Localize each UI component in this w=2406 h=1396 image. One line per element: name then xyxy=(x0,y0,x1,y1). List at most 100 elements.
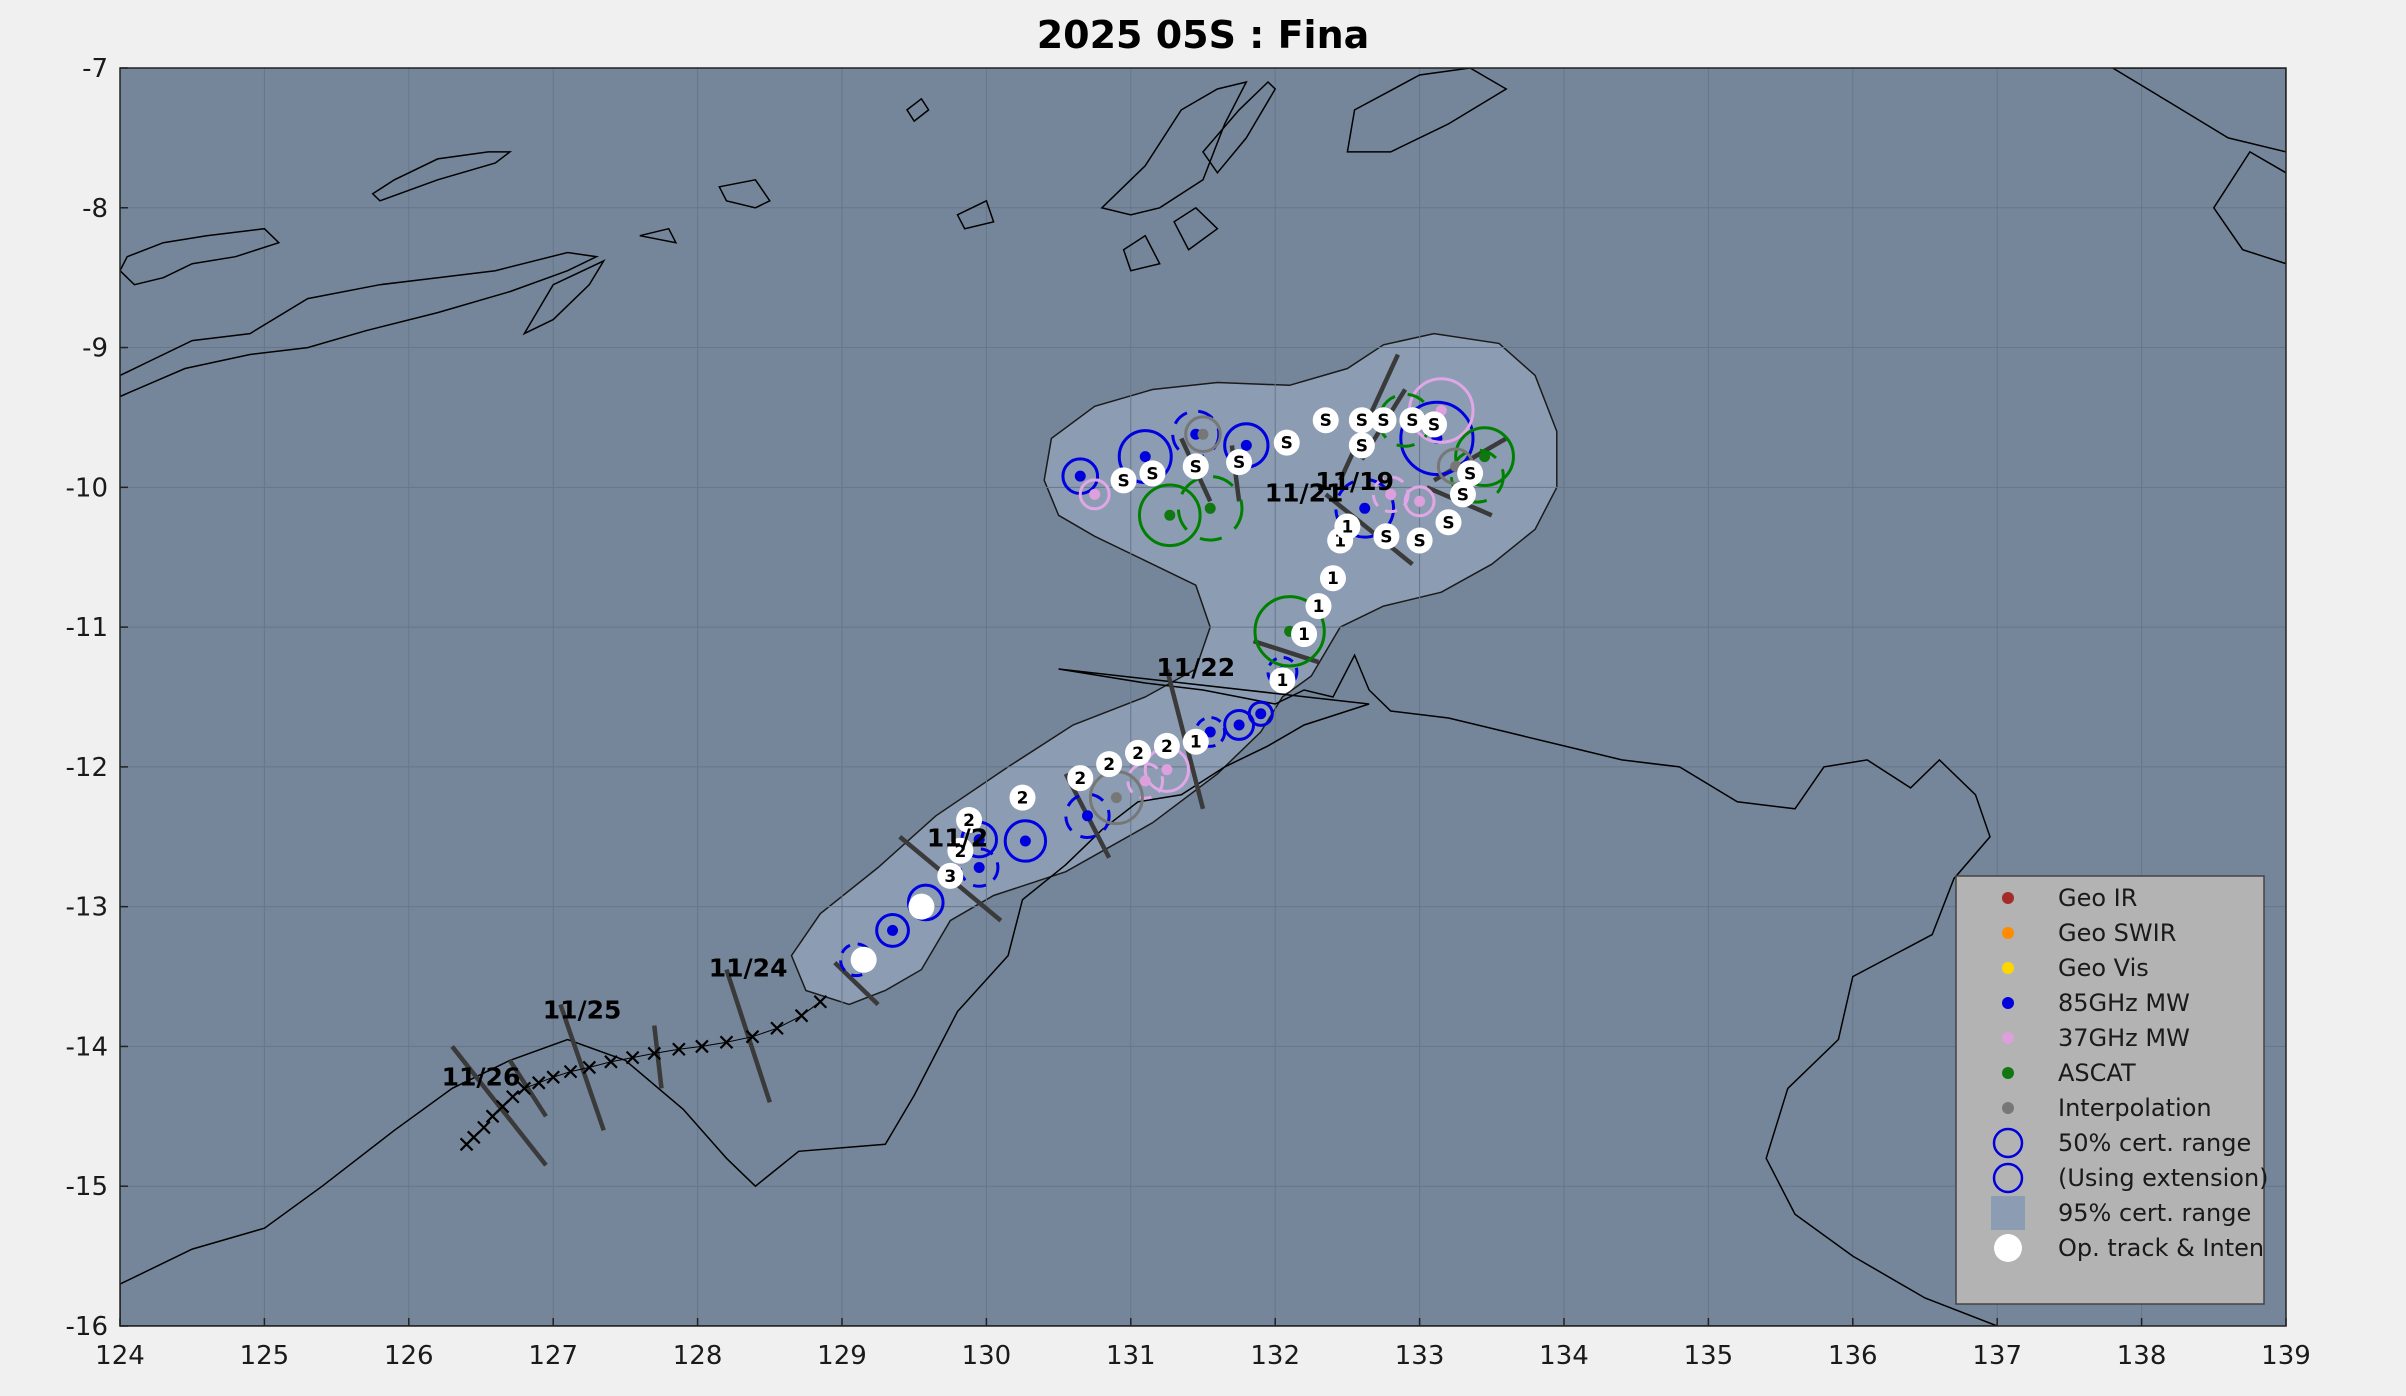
coastline xyxy=(120,227,281,286)
op-track-circle xyxy=(1399,407,1426,434)
op-track-point: 1 xyxy=(1319,565,1346,592)
op-track-label: 1 xyxy=(1313,597,1325,617)
forecast-point xyxy=(546,1070,560,1084)
fix-ring xyxy=(1137,483,1202,548)
op-track-circle xyxy=(1139,460,1166,487)
op-track-point: 1 xyxy=(1182,728,1209,755)
x-tick-label: 133 xyxy=(1395,1341,1445,1371)
coastline xyxy=(522,259,606,336)
op-track-circle xyxy=(1226,449,1253,476)
y-tick-label: -16 xyxy=(66,1312,108,1342)
legend-item: Interpolation xyxy=(2002,1094,2212,1122)
legend-box xyxy=(1955,875,2265,1305)
op-track-point: S xyxy=(1273,429,1300,456)
forecast-point xyxy=(745,1029,760,1044)
legend-symbol xyxy=(2002,962,2014,974)
op-track-circle xyxy=(850,946,877,973)
legend-label: ASCAT xyxy=(2058,1059,2136,1087)
forecast-point xyxy=(647,1046,662,1061)
op-track-point: S xyxy=(1449,481,1476,508)
op-track-label: S xyxy=(1320,411,1332,431)
op-track-circle xyxy=(1348,432,1375,459)
legend-item: Op. track & Inten xyxy=(1994,1234,2264,1262)
fix-ring xyxy=(1449,448,1505,504)
fix-ring xyxy=(1223,709,1256,741)
legend-label: Geo Vis xyxy=(2058,954,2149,982)
date-label: 11/2 xyxy=(927,824,988,853)
y-tick-label: -12 xyxy=(66,753,108,783)
op-track-label: S xyxy=(1117,471,1129,491)
op-track-circle xyxy=(937,862,964,889)
op-track-circle xyxy=(1334,513,1361,540)
op-track-label: 3 xyxy=(944,867,956,887)
forecast-point xyxy=(459,1137,474,1152)
op-track-point: S xyxy=(1348,432,1375,459)
x-tick-label: 138 xyxy=(2117,1341,2167,1371)
op-track-label: 1 xyxy=(1276,671,1288,691)
fix-IN xyxy=(1184,415,1222,454)
coastline xyxy=(905,97,930,123)
fix-dot xyxy=(1240,439,1252,451)
fix-ring xyxy=(1078,478,1111,511)
op-track-circle xyxy=(1305,593,1332,620)
fix-dot xyxy=(1479,451,1491,463)
legend-item: Geo SWIR xyxy=(2002,919,2176,947)
legend-label: 37GHz MW xyxy=(2058,1024,2190,1052)
fix-37 xyxy=(1126,762,1165,800)
coastline xyxy=(2212,150,2286,265)
legend-symbol xyxy=(1991,1196,2025,1230)
legend-label: Op. track & Inten xyxy=(2058,1234,2264,1262)
forecast-point xyxy=(563,1064,578,1079)
y-tick-label: -8 xyxy=(82,194,108,224)
forecast-point xyxy=(485,1109,500,1124)
fix-85 xyxy=(1003,819,1048,863)
wind-radius-bar xyxy=(724,968,772,1104)
legend-label: (Using extension) xyxy=(2058,1164,2269,1192)
coastline xyxy=(956,199,995,230)
x-tick-label: 139 xyxy=(2261,1341,2311,1371)
op-track-circle xyxy=(1319,565,1346,592)
fix-dot xyxy=(1385,488,1397,500)
forecast-point xyxy=(813,994,828,1009)
fix-85 xyxy=(958,847,1000,888)
fix-ring xyxy=(1334,477,1396,539)
fix-dot xyxy=(1414,495,1426,507)
legend-label: Interpolation xyxy=(2058,1094,2212,1122)
op-track-point xyxy=(908,893,935,920)
op-track-label: S xyxy=(1457,485,1469,505)
op-track-label: S xyxy=(1406,411,1418,431)
legend-symbol xyxy=(2002,892,2014,904)
op-track-point: 3 xyxy=(937,862,964,889)
fix-85 xyxy=(875,913,910,948)
x-axis: 124 125 126 127 128 129 130 131 132 133 134 135 136 1… xyxy=(95,1318,2311,1371)
op-track-circle xyxy=(1373,523,1400,550)
wind-radius-bar xyxy=(507,1059,548,1118)
fix-dot xyxy=(1081,810,1093,822)
fix-dot xyxy=(887,924,899,936)
fix-85 xyxy=(1334,477,1396,539)
forecast-point xyxy=(625,1050,640,1065)
legend-item: ASCAT xyxy=(2002,1059,2136,1087)
coastline xyxy=(120,653,1998,1326)
fix-dot xyxy=(1089,488,1101,500)
chart-title: 2025 05S : Fina xyxy=(1037,13,1370,57)
legend-item: 95% cert. range xyxy=(1991,1196,2251,1230)
y-axis: -7 -8 -9 -10 -11 -12 -13 -14 -15 -16 xyxy=(66,54,128,1342)
op-track-point: S xyxy=(1406,527,1433,554)
fix-dot xyxy=(973,834,985,846)
fix-85 xyxy=(1223,709,1256,741)
op-track-circle xyxy=(1273,429,1300,456)
forecast-point xyxy=(695,1039,709,1054)
coastline xyxy=(371,151,513,202)
op-track-label: 1 xyxy=(1298,625,1310,645)
op-track-point: 1 xyxy=(1334,513,1361,540)
op-track-label: S xyxy=(1281,434,1293,454)
legend-item: (Using extension) xyxy=(1992,1162,2269,1194)
fix-dot xyxy=(1139,775,1151,787)
legend-symbol xyxy=(2002,927,2014,939)
x-tick-label: 137 xyxy=(1972,1341,2022,1371)
op-track-point: S xyxy=(1226,449,1253,476)
op-track-point: 2 xyxy=(1153,732,1180,759)
